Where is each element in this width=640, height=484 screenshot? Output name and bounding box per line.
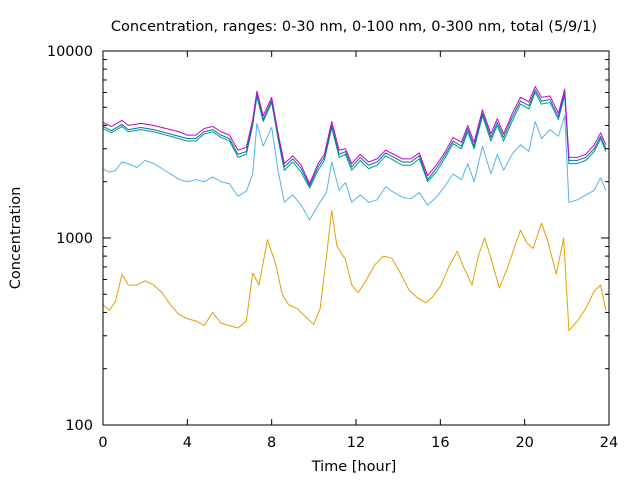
- tick-layer: 0 4 8 12 16 20 24 100 1000 10000: [47, 44, 618, 451]
- series-line-5: [102, 86, 607, 185]
- x-tick-label: 0: [98, 435, 107, 451]
- x-tick-label: 24: [600, 435, 618, 451]
- x-tick-label: 20: [515, 435, 533, 451]
- series-line-4: [102, 89, 607, 187]
- x-tick-label: 16: [431, 435, 449, 451]
- y-tick-label: 100: [65, 418, 93, 434]
- chart-title: Concentration, ranges: 0-30 nm, 0-100 nm…: [111, 19, 597, 35]
- x-tick-label: 8: [267, 435, 276, 451]
- plot-frame: [102, 50, 610, 426]
- series-line-3: [102, 91, 607, 189]
- y-axis-label: Concentration: [8, 187, 24, 290]
- series-line-2: [102, 115, 607, 221]
- x-tick-label: 4: [183, 435, 192, 451]
- y-tick-label: 10000: [47, 44, 93, 60]
- y-tick-label: 1000: [56, 231, 93, 247]
- x-axis-label: Time [hour]: [311, 459, 397, 475]
- series-line-1: [102, 210, 607, 332]
- series-layer: [102, 86, 607, 332]
- x-tick-label: 12: [347, 435, 365, 451]
